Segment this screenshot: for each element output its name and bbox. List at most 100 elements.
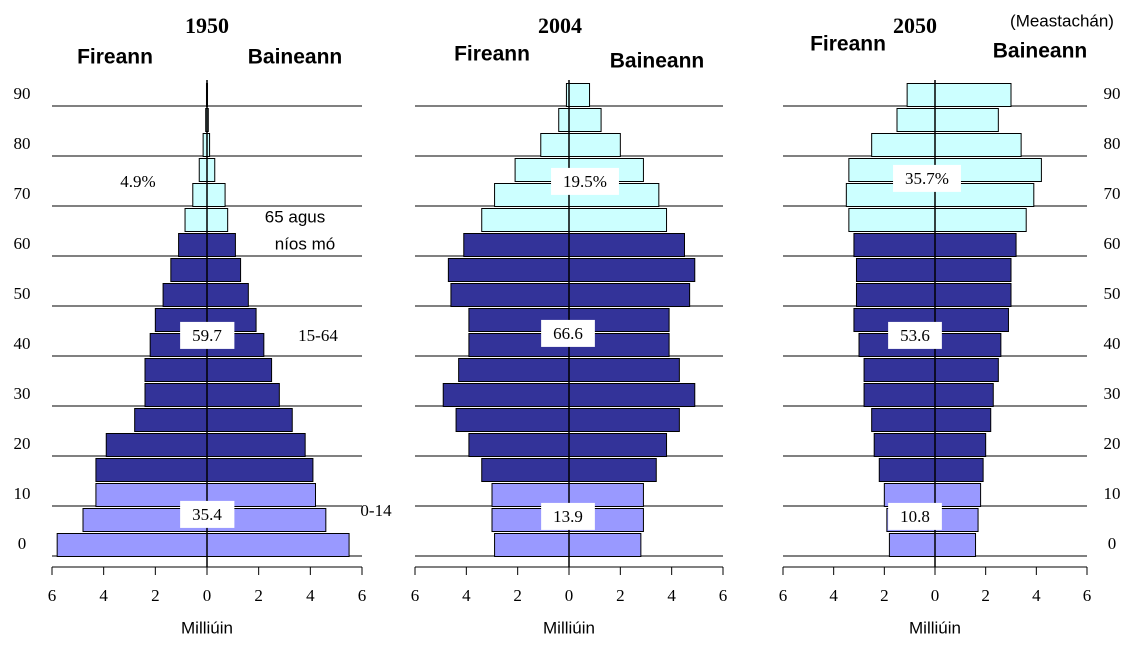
bar [934, 333, 1002, 357]
bar [206, 408, 293, 432]
bar [934, 458, 984, 482]
bar [934, 308, 1009, 332]
y-tick-label: 50 [1104, 284, 1121, 303]
bar [934, 208, 1027, 232]
y-tick-label: 70 [14, 184, 31, 203]
annotation: 53.6 [888, 321, 942, 349]
bar [934, 533, 977, 557]
annotation: 10.8 [888, 502, 942, 530]
bar [206, 233, 236, 257]
x-tick-label: 2 [151, 586, 160, 605]
bar [481, 208, 570, 232]
x-tick-label: 2 [616, 586, 625, 605]
x-tick-label: 0 [931, 586, 940, 605]
bar [494, 533, 570, 557]
y-tick-label: 50 [14, 284, 31, 303]
annotation-text: 59.7 [192, 326, 222, 345]
bar [206, 433, 306, 457]
right-label: Baineann [610, 50, 705, 73]
x-tick-label: 2 [513, 586, 522, 605]
bar [568, 108, 602, 132]
annotation-box [888, 502, 942, 530]
bar [95, 458, 208, 482]
annotation-text: 65 agus [265, 207, 326, 226]
annotation-box [180, 500, 235, 528]
bar [206, 458, 314, 482]
x-tick-label: 2 [981, 586, 990, 605]
y-tick-label: 90 [14, 84, 31, 103]
y-tick-label: 60 [14, 234, 31, 253]
annotation-box [180, 321, 235, 349]
bar [863, 383, 936, 407]
annotation: 59.7 [180, 321, 235, 349]
y-tick-label: 20 [1104, 434, 1121, 453]
y-tick-label: 30 [14, 384, 31, 403]
bar [442, 383, 570, 407]
x-tick-label: 0 [565, 586, 574, 605]
annotation: níos mó [275, 234, 335, 253]
x-tick-label: 6 [1083, 586, 1092, 605]
bar [468, 433, 570, 457]
annotation-text: 53.6 [900, 326, 930, 345]
annotation: 13.9 [541, 502, 595, 530]
y-tick-label: 70 [1104, 184, 1121, 203]
bar [458, 358, 570, 382]
bar [56, 533, 208, 557]
annotation-text: 19.5% [563, 172, 607, 191]
x-axis-label: Milliúin [181, 618, 233, 637]
annotation: 35.7% [893, 164, 961, 192]
bar [568, 258, 696, 282]
y-tick-label: 0 [1108, 534, 1117, 553]
bar [568, 208, 668, 232]
bar [558, 108, 570, 132]
bar [934, 258, 1012, 282]
bar [206, 258, 242, 282]
bar [206, 183, 226, 207]
x-axis-label: Milliúin [543, 618, 595, 637]
x-tick-label: 6 [411, 586, 420, 605]
chart-subtitle: (Meastachán) [1010, 11, 1114, 30]
right-label: Baineann [248, 46, 343, 69]
bar [206, 158, 216, 182]
bar [568, 533, 642, 557]
y-tick-label: 20 [14, 434, 31, 453]
bar [934, 133, 1022, 157]
y-tick-label: 10 [14, 484, 31, 503]
x-tick-label: 6 [779, 586, 788, 605]
x-tick-label: 6 [358, 586, 367, 605]
bar [848, 208, 936, 232]
bar [568, 133, 621, 157]
annotation-box [893, 164, 961, 192]
bar [463, 233, 570, 257]
y-tick-label: 0 [18, 534, 27, 553]
bar [144, 383, 208, 407]
bar [206, 383, 280, 407]
bar [144, 358, 208, 382]
bar [878, 458, 936, 482]
bar [184, 208, 208, 232]
bar [105, 433, 208, 457]
annotation-box [551, 167, 619, 195]
y-tick-label: 40 [1104, 334, 1121, 353]
bar [455, 408, 570, 432]
bar [568, 358, 680, 382]
annotation: 0-14 [360, 501, 392, 520]
annotation: 4.9% [120, 172, 155, 191]
bar [540, 133, 570, 157]
annotation-box [541, 502, 595, 530]
bar [568, 283, 691, 307]
annotation-text: 15-64 [298, 326, 338, 345]
left-label: Fireann [77, 46, 153, 69]
annotation-text: 4.9% [120, 172, 155, 191]
right-label: Baineann [993, 40, 1088, 63]
bar [888, 533, 936, 557]
bar [934, 83, 1012, 107]
bar [853, 233, 936, 257]
left-label: Fireann [454, 43, 530, 66]
annotation: 35.4 [180, 500, 235, 528]
x-axis-label: Milliúin [909, 618, 961, 637]
y-tick-label: 80 [14, 134, 31, 153]
annotation: 66.6 [541, 319, 595, 347]
bar [934, 233, 1017, 257]
